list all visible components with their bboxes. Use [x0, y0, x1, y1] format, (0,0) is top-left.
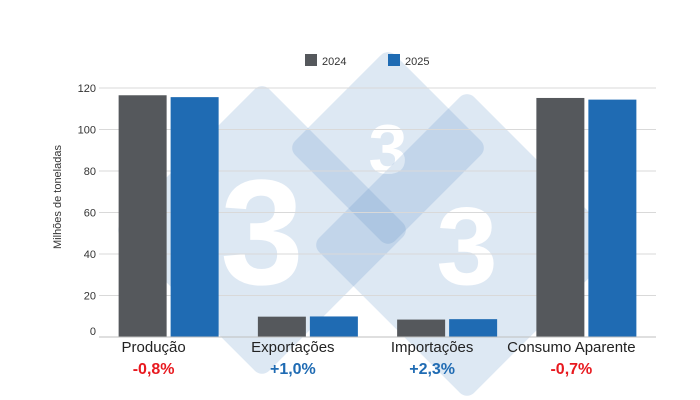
change-label: -0,8% — [133, 361, 175, 378]
change-label: -0,7% — [550, 361, 592, 378]
category-label: Importações — [391, 339, 474, 356]
y-tick-label: 60 — [84, 208, 96, 220]
svg-text:3: 3 — [220, 148, 303, 316]
change-label: +1,0% — [270, 361, 316, 378]
change-label: +2,3% — [409, 361, 455, 378]
category-label: Produção — [122, 339, 186, 356]
bar — [170, 97, 219, 337]
bar — [449, 319, 498, 337]
y-tick-label: 20 — [84, 291, 96, 303]
category-label: Consumo Aparente — [507, 339, 635, 356]
legend: 2024 2025 — [305, 54, 429, 68]
y-tick-label: 80 — [84, 166, 96, 178]
svg-text:3: 3 — [369, 110, 408, 188]
bar — [397, 319, 446, 337]
y-axis-title: Milhões de toneladas — [52, 145, 64, 249]
bar — [536, 97, 585, 338]
legend-label: 2024 — [322, 56, 346, 68]
legend-swatch — [388, 54, 400, 66]
y-axis-ticks: 0 20 40 60 80 100 120 — [78, 83, 96, 338]
bar — [588, 99, 637, 338]
category-label: Exportações — [251, 339, 334, 356]
bar — [118, 95, 167, 337]
y-tick-label: 120 — [78, 83, 96, 95]
bars — [118, 95, 637, 338]
watermark-diamond: 3 — [292, 52, 484, 244]
y-tick-label: 40 — [84, 249, 96, 261]
category-labels: Produção Exportações Importações Consumo Ap… — [122, 339, 636, 356]
bar — [257, 316, 306, 337]
svg-text:3: 3 — [436, 186, 497, 309]
legend-swatch — [305, 54, 317, 66]
bar — [309, 316, 358, 337]
change-labels: -0,8% +1,0% +2,3% -0,7% — [133, 361, 593, 378]
y-tick-label: 100 — [78, 125, 96, 137]
legend-label: 2025 — [405, 56, 429, 68]
y-tick-label: 0 — [90, 326, 96, 338]
